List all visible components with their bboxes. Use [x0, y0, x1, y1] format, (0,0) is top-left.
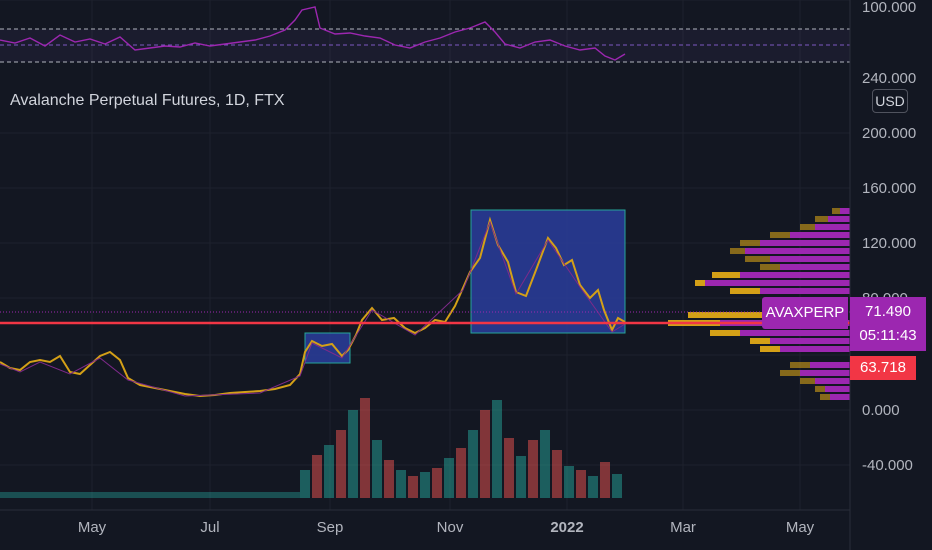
- price-line-dark: [0, 220, 626, 397]
- time-tick-mar: Mar: [670, 519, 696, 536]
- rsi-tick-100: 100.000: [862, 0, 916, 16]
- volume-bars: [0, 398, 622, 498]
- symbol-label: AVAXPERP: [762, 297, 848, 329]
- currency-button[interactable]: USD: [872, 89, 908, 113]
- time-tick-nov: Nov: [437, 519, 464, 536]
- price-tick-240: 240.000: [862, 70, 916, 87]
- rsi-line: [0, 6, 626, 61]
- price-tick-minus40: -40.000: [862, 457, 913, 474]
- countdown-value: 05:11:43: [859, 327, 917, 344]
- price-tick-160: 160.000: [862, 180, 916, 197]
- last-price-value: 71.490: [865, 303, 911, 320]
- chart-title: Avalanche Perpetual Futures, 1D, FTX: [10, 92, 285, 109]
- price-tick-0: 0.000: [862, 402, 900, 419]
- last-price-label: 71.490 05:11:43: [850, 297, 926, 351]
- time-tick-jul: Jul: [200, 519, 219, 536]
- volume-profile: [668, 208, 850, 400]
- range-box-small[interactable]: [304, 332, 351, 364]
- range-box-large[interactable]: [470, 209, 626, 334]
- rsi-panel: [0, 6, 850, 63]
- time-tick-2022: 2022: [550, 519, 583, 536]
- grid: [0, 0, 850, 510]
- horizontal-line-label: 63.718: [850, 356, 916, 380]
- price-tick-200: 200.000: [862, 125, 916, 142]
- time-tick-may: May: [78, 519, 107, 536]
- price-tick-120: 120.000: [862, 235, 916, 252]
- price-line: [0, 216, 626, 398]
- time-tick-sep: Sep: [317, 519, 344, 536]
- time-tick-may-2: May: [786, 519, 815, 536]
